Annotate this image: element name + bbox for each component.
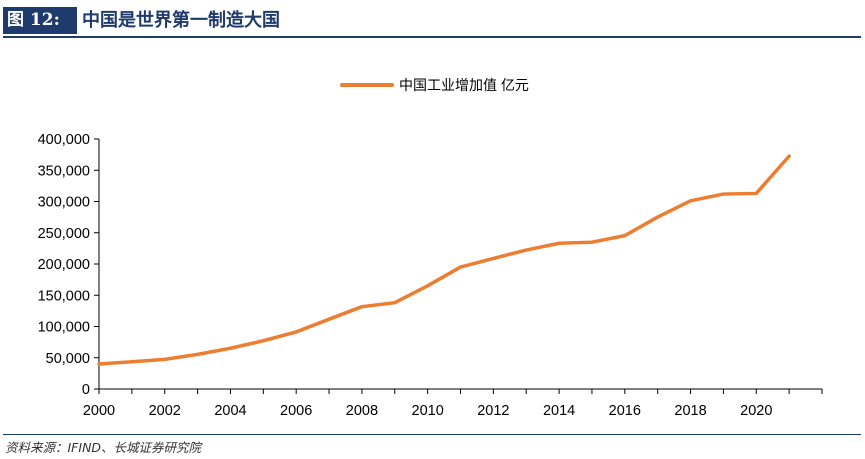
legend: 中国工业增加值 亿元 <box>340 77 529 93</box>
figure-label: 图 12: <box>3 7 77 34</box>
source-note: 资料来源：IFIND、长城证券研究院 <box>5 440 202 455</box>
y-tick-label: 0 <box>82 382 90 398</box>
x-tick-label: 2020 <box>740 403 772 419</box>
y-tick-label: 350,000 <box>38 163 90 179</box>
figure-header: 图 12: 中国是世界第一制造大国 <box>0 0 865 38</box>
series-line <box>97 154 791 366</box>
x-axis: 2000 2002 2004 2006 2008 2010 2012 2014 2016 2018… <box>83 388 823 419</box>
y-tick-label: 200,000 <box>38 257 90 273</box>
x-tick-label: 2014 <box>543 403 575 419</box>
line-chart: 中国工业增加值 亿元 0 50,000 100,000 150,000 200,000 2… <box>38 77 823 419</box>
chart-area: 中国工业增加值 亿元 0 50,000 100,000 150,000 200,000 2… <box>0 40 865 430</box>
figure-title: 中国是世界第一制造大国 <box>82 10 280 31</box>
y-tick-label: 150,000 <box>38 288 90 304</box>
y-axis: 0 50,000 100,000 150,000 200,000 250,000 300,0… <box>38 132 100 398</box>
x-tick-label: 2004 <box>214 403 246 419</box>
x-tick-label: 2012 <box>477 403 509 419</box>
x-tick-label: 2016 <box>609 403 641 419</box>
x-tick-label: 2010 <box>412 403 444 419</box>
x-tick-label: 2000 <box>83 403 115 419</box>
x-tick-label: 2018 <box>674 403 706 419</box>
x-tick-label: 2008 <box>346 403 378 419</box>
x-tick-label: 2006 <box>280 403 312 419</box>
header-divider <box>3 36 861 38</box>
y-tick-label: 250,000 <box>38 226 90 242</box>
y-tick-label: 100,000 <box>38 320 90 336</box>
x-tick-label: 2002 <box>149 403 181 419</box>
footer-divider <box>3 434 861 435</box>
series-layer <box>97 154 791 366</box>
y-tick-label: 300,000 <box>38 195 90 211</box>
y-tick-label: 50,000 <box>46 351 90 367</box>
y-tick-label: 400,000 <box>38 132 90 148</box>
legend-label: 中国工业增加值 亿元 <box>399 77 529 93</box>
